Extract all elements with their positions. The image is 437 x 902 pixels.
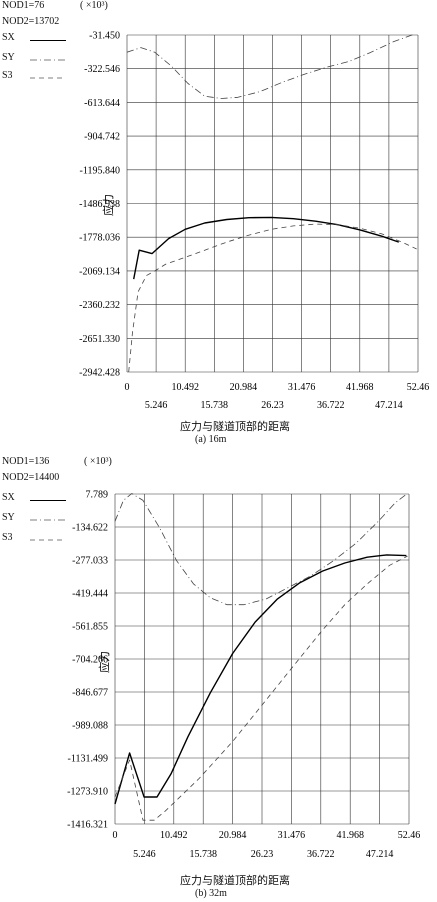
chart-panel-b: NOD1=136 ( ×10³) NOD2=14400 SX SY S3 应力 …	[0, 452, 437, 902]
x-tick-label: 0	[113, 830, 118, 841]
x-tick-label: 47.214	[375, 400, 403, 411]
series-line-s3	[114, 555, 408, 821]
x-tick-label: 47.214	[366, 849, 394, 860]
y-tick-label: -277.033	[72, 556, 108, 567]
legend-item-sy: SY	[2, 52, 15, 63]
legend-item-sy: SY	[2, 512, 15, 523]
y-tick-label: -1486.938	[79, 199, 120, 210]
series-line-sy	[126, 34, 413, 99]
node1-label: NOD1=136	[2, 456, 50, 467]
legend-item-sx: SX	[2, 492, 15, 503]
legend-item-sx: SX	[2, 32, 15, 43]
x-tick-label: 31.476	[288, 382, 316, 393]
x-tick-label: 10.492	[160, 830, 188, 841]
y-tick-label: -1131.499	[68, 754, 108, 765]
x-tick-label: 41.968	[346, 382, 374, 393]
series-line-sy	[114, 493, 408, 606]
y-tick-label: -2069.134	[79, 266, 120, 277]
y-axis-title: 应力	[101, 194, 115, 216]
series-line-sx	[114, 554, 407, 805]
x-tick-label: 41.968	[336, 830, 364, 841]
y-tick-label: -561.855	[72, 622, 108, 633]
x-axis-title: 应力与隧道顶部的距离	[180, 875, 290, 887]
y-tick-label: -134.622	[72, 523, 108, 534]
x-tick-label: 26.23	[261, 400, 284, 411]
x-tick-label: 31.476	[278, 830, 306, 841]
chart-plot-b: 应力 7.789 -134.622 -277.033 -419.444 -561.855…	[67, 490, 421, 861]
x-tick-label: 0	[125, 382, 130, 393]
y-tick-label: 7.789	[86, 490, 109, 501]
caption-b: (b) 32m	[195, 888, 227, 899]
y-tick-label: -1195.840	[80, 165, 120, 176]
x-tick-label: 5.246	[145, 400, 168, 411]
x-tick-label: 52.46	[398, 830, 421, 841]
y-tick-label: -2360.232	[79, 300, 120, 311]
series-line-s3	[128, 223, 417, 373]
y-tick-label: -2942.428	[79, 368, 120, 379]
scale-label: ( ×10³)	[84, 456, 112, 467]
y-tick-label: -613.644	[84, 98, 120, 109]
y-tick-label: -419.444	[72, 589, 108, 600]
legend-line-s3	[30, 539, 66, 541]
chart-plot-a: 应力 -31.450 -322.546 -613.644 -904.742 -1195.…	[79, 31, 430, 412]
chart-panel-a: NOD1=76 ( ×10³) NOD2=13702 SX SY S3 应力 -…	[0, 0, 437, 445]
node2-label: NOD2=13702	[2, 16, 60, 27]
caption-a: (a) 16m	[195, 434, 227, 445]
x-tick-label: 20.984	[219, 830, 247, 841]
y-tick-label: -31.450	[89, 31, 120, 42]
legend-item-s3: S3	[2, 70, 13, 81]
scale-label: ( ×10³)	[80, 0, 108, 11]
y-tick-label: -904.742	[84, 132, 120, 143]
legend-line-sy	[30, 59, 66, 61]
y-tick-label: -1778.036	[79, 233, 120, 244]
x-tick-label: 5.246	[133, 849, 156, 860]
x-tick-label: 36.722	[307, 849, 335, 860]
node1-label: NOD1=76	[2, 0, 45, 11]
node2-label: NOD2=14400	[2, 472, 60, 483]
y-tick-label: -1416.321	[67, 820, 108, 831]
x-axis-title: 应力与隧道顶部的距离	[180, 421, 290, 433]
legend-line-s3	[30, 77, 66, 79]
x-tick-label: 52.46	[407, 382, 430, 393]
x-tick-label: 10.492	[171, 382, 199, 393]
y-axis-title: 应力	[97, 651, 111, 673]
legend-line-sx	[30, 500, 66, 501]
legend-item-s3: S3	[2, 532, 13, 543]
y-tick-label: -322.546	[84, 64, 120, 75]
series-line-sx	[133, 216, 400, 280]
y-tick-label: -1273.910	[67, 787, 108, 798]
y-tick-label: -846.677	[72, 688, 108, 699]
legend-line-sy	[30, 519, 66, 521]
y-tick-label: -704.266	[72, 655, 108, 666]
legend-line-sx	[30, 40, 66, 41]
x-tick-label: 36.722	[317, 400, 345, 411]
x-tick-label: 15.738	[189, 849, 217, 860]
y-tick-label: -2651.330	[79, 334, 120, 345]
y-tick-label: -989.088	[72, 721, 108, 732]
x-tick-label: 15.738	[201, 400, 229, 411]
x-tick-label: 26.23	[251, 849, 274, 860]
x-tick-label: 20.984	[230, 382, 258, 393]
